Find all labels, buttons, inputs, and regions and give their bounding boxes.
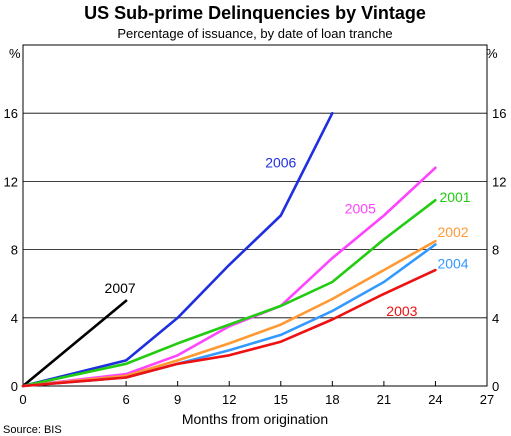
series-label-2001: 2001 bbox=[439, 189, 470, 205]
x-tick-label: 9 bbox=[174, 392, 181, 407]
x-tick-label: 0 bbox=[19, 392, 26, 407]
y-tick-label-right: 4 bbox=[492, 311, 499, 326]
x-tick-label: 12 bbox=[222, 392, 236, 407]
series-label-2004: 2004 bbox=[437, 255, 468, 271]
x-tick-label: 6 bbox=[122, 392, 129, 407]
chart-subtitle: Percentage of issuance, by date of loan … bbox=[117, 26, 392, 41]
series-label-2006: 2006 bbox=[265, 155, 296, 171]
series-label-2005: 2005 bbox=[345, 201, 376, 217]
series-labels: 2007 2006 2005 2001 2002 2004 2003 bbox=[105, 155, 471, 319]
x-axis-label: Months from origination bbox=[182, 411, 328, 427]
series-label-2003: 2003 bbox=[386, 303, 417, 319]
series-lines bbox=[21, 111, 437, 388]
x-tick-label: 18 bbox=[325, 392, 339, 407]
y-tick-label-left: 8 bbox=[11, 243, 18, 258]
series-line-2003 bbox=[21, 268, 437, 388]
series-line-2002 bbox=[21, 239, 437, 388]
series-line-2001 bbox=[21, 198, 437, 388]
series-line-2006 bbox=[21, 111, 334, 388]
y-tick-label-right: 8 bbox=[492, 243, 499, 258]
left-axis-unit: % bbox=[9, 46, 21, 61]
x-tick-label: 27 bbox=[480, 392, 494, 407]
y-tick-label-left: 12 bbox=[4, 174, 18, 189]
gridlines bbox=[23, 112, 487, 319]
series-label-2002: 2002 bbox=[437, 224, 468, 240]
y-tick-label-right: 0 bbox=[492, 379, 499, 394]
y-tick-label-left: 4 bbox=[11, 311, 18, 326]
y-tick-label-left: 0 bbox=[11, 379, 18, 394]
x-tick-label: 21 bbox=[377, 392, 391, 407]
x-tick-label: 15 bbox=[274, 392, 288, 407]
series-line-2007 bbox=[21, 299, 128, 388]
right-axis-unit: % bbox=[486, 46, 498, 61]
chart-title: US Sub-prime Delinquencies by Vintage bbox=[84, 3, 426, 23]
plot-frame bbox=[22, 44, 488, 387]
source-note: Source: BIS bbox=[3, 424, 62, 436]
y-tick-label-right: 16 bbox=[492, 106, 506, 121]
series-label-2007: 2007 bbox=[105, 280, 136, 296]
x-tick-label: 24 bbox=[428, 392, 442, 407]
y-tick-label-right: 12 bbox=[492, 174, 506, 189]
y-tick-label-left: 16 bbox=[4, 106, 18, 121]
